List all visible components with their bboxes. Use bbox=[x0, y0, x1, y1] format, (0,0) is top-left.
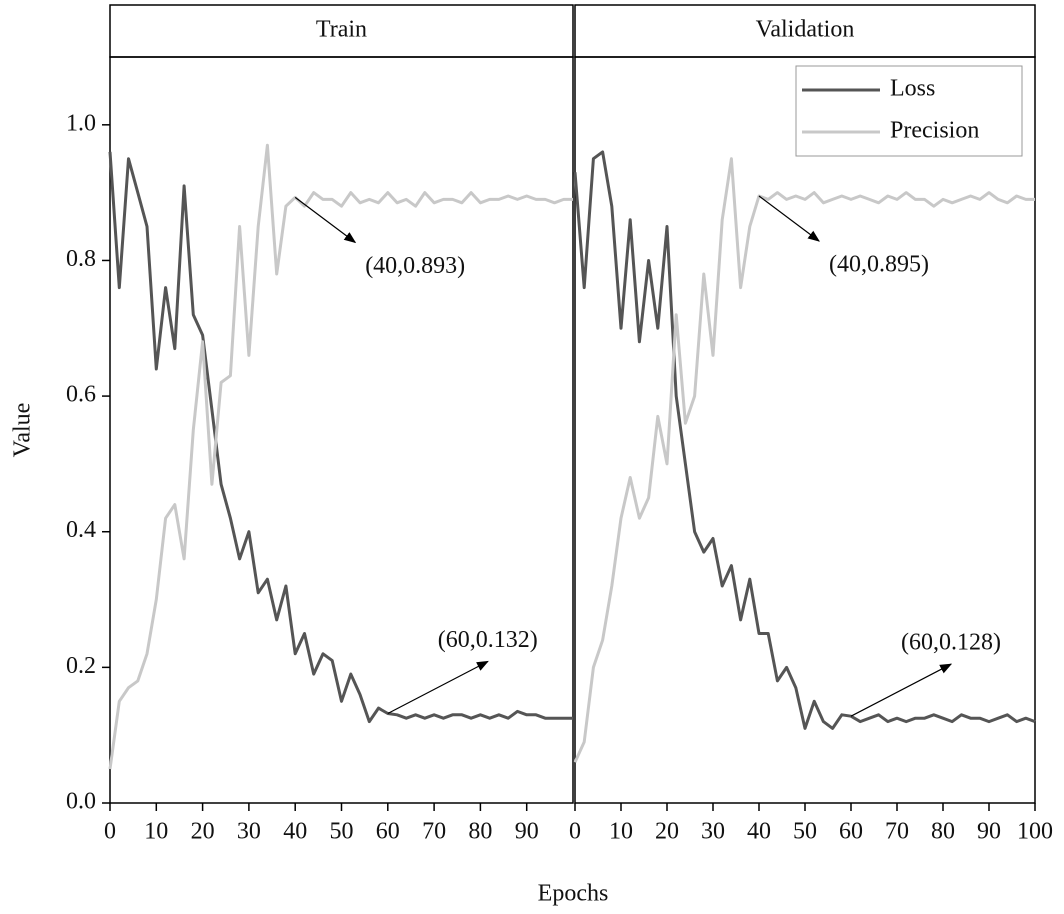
x-tick-label: 100 bbox=[1017, 819, 1053, 845]
legend-label: Loss bbox=[890, 76, 935, 102]
x-tick-label: 10 bbox=[609, 819, 633, 845]
x-tick-label: 10 bbox=[144, 819, 168, 845]
legend-label: Precision bbox=[890, 118, 979, 144]
series-line bbox=[573, 150, 1036, 730]
panel-header bbox=[109, 4, 574, 58]
x-tick-label: 40 bbox=[283, 819, 307, 845]
x-tick-label: 90 bbox=[515, 819, 539, 845]
annotation-text: (40,0.895) bbox=[829, 252, 929, 278]
series-line bbox=[108, 143, 573, 770]
annotation-arrow bbox=[294, 196, 357, 244]
x-tick-label: 80 bbox=[931, 819, 955, 845]
plot-frame bbox=[574, 56, 1036, 804]
x-tick-label: 70 bbox=[422, 819, 446, 845]
x-tick-label: 60 bbox=[839, 819, 863, 845]
plot-frame bbox=[109, 56, 574, 804]
annotation-arrow bbox=[758, 195, 820, 242]
annotation-arrow bbox=[850, 663, 953, 717]
x-tick-label: 50 bbox=[793, 819, 817, 845]
x-axis-label: Epochs bbox=[538, 881, 609, 907]
x-tick-label: 80 bbox=[468, 819, 492, 845]
y-tick-label: 0.6 bbox=[66, 382, 96, 408]
y-tick-label: 0.0 bbox=[66, 789, 96, 815]
legend-box bbox=[795, 65, 1023, 157]
x-tick-label: 50 bbox=[330, 819, 354, 845]
y-tick-label: 0.8 bbox=[66, 246, 96, 272]
annotation-arrow bbox=[387, 660, 489, 715]
y-tick-label: 1.0 bbox=[66, 110, 96, 136]
series-line bbox=[573, 157, 1035, 763]
x-tick-label: 30 bbox=[237, 819, 261, 845]
x-tick-label: 90 bbox=[977, 819, 1001, 845]
y-axis-label: Value bbox=[10, 403, 36, 458]
x-tick-label: 60 bbox=[376, 819, 400, 845]
x-tick-label: 70 bbox=[885, 819, 909, 845]
x-tick-label: 40 bbox=[747, 819, 771, 845]
y-tick-label: 0.2 bbox=[66, 653, 96, 679]
annotation-text: (60,0.128) bbox=[901, 630, 1001, 656]
y-tick-label: 0.4 bbox=[66, 517, 96, 543]
x-tick-label: 0 bbox=[104, 819, 116, 845]
x-tick-label: 20 bbox=[191, 819, 215, 845]
x-tick-label: 20 bbox=[655, 819, 679, 845]
series-line bbox=[108, 151, 573, 724]
panel-title: Train bbox=[316, 17, 367, 43]
panel-title: Validation bbox=[756, 17, 855, 43]
annotation-text: (40,0.893) bbox=[365, 253, 465, 279]
x-tick-label: 30 bbox=[701, 819, 725, 845]
annotation-text: (60,0.132) bbox=[438, 627, 538, 653]
x-tick-label: 0 bbox=[569, 819, 581, 845]
panel-header bbox=[574, 4, 1036, 58]
